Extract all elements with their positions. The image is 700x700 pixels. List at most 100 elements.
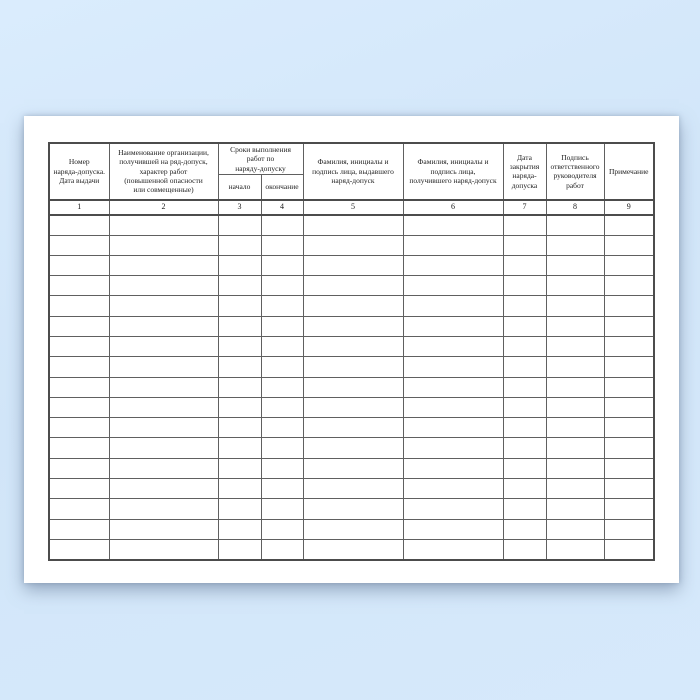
column-number-cell: 3 bbox=[217, 198, 262, 216]
empty-cell bbox=[302, 335, 404, 358]
empty-cell bbox=[48, 498, 110, 520]
empty-cell bbox=[402, 356, 504, 378]
empty-cell bbox=[302, 518, 404, 540]
empty-cell bbox=[217, 356, 262, 378]
col-header-supervisor-signature: Подпись ответственного руководителя рабо… bbox=[545, 142, 605, 201]
empty-cell bbox=[502, 335, 547, 358]
table-row bbox=[48, 376, 655, 398]
empty-cell bbox=[402, 295, 504, 317]
empty-cell bbox=[260, 214, 304, 236]
empty-cell bbox=[545, 498, 605, 520]
table-row bbox=[48, 356, 655, 378]
empty-cell bbox=[502, 254, 547, 277]
empty-cell bbox=[502, 275, 547, 297]
empty-cell bbox=[217, 214, 262, 236]
table-row bbox=[48, 437, 655, 459]
empty-cell bbox=[545, 335, 605, 358]
empty-cell bbox=[108, 417, 219, 439]
empty-cell bbox=[108, 437, 219, 459]
empty-cell bbox=[545, 356, 605, 378]
empty-cell bbox=[108, 295, 219, 317]
empty-cell bbox=[302, 295, 404, 317]
empty-cell bbox=[603, 275, 655, 297]
table-row bbox=[48, 335, 655, 358]
empty-cell bbox=[402, 498, 504, 520]
empty-cell bbox=[302, 214, 404, 236]
empty-cell bbox=[48, 335, 110, 358]
column-number-cell: 8 bbox=[545, 198, 605, 216]
empty-cell bbox=[545, 234, 605, 256]
empty-cell bbox=[302, 417, 404, 439]
empty-cell bbox=[502, 356, 547, 378]
empty-cell bbox=[302, 498, 404, 520]
empty-cell bbox=[402, 234, 504, 256]
empty-cell bbox=[48, 356, 110, 378]
empty-cell bbox=[502, 315, 547, 338]
empty-cell bbox=[402, 478, 504, 500]
empty-cell bbox=[402, 437, 504, 459]
empty-cell bbox=[48, 295, 110, 317]
empty-cell bbox=[48, 437, 110, 459]
empty-cell bbox=[260, 376, 304, 398]
empty-cell bbox=[108, 478, 219, 500]
col-header-work-dates-group: Сроки выполнения работ по наряду-допуску bbox=[217, 142, 304, 176]
empty-cell bbox=[260, 275, 304, 297]
empty-cell bbox=[603, 214, 655, 236]
column-number-cell: 6 bbox=[402, 198, 504, 216]
table-row bbox=[48, 214, 655, 236]
empty-cell bbox=[402, 315, 504, 338]
empty-cell bbox=[217, 396, 262, 419]
empty-cell bbox=[217, 335, 262, 358]
empty-cell bbox=[217, 518, 262, 540]
empty-cell bbox=[545, 315, 605, 338]
empty-cell bbox=[402, 376, 504, 398]
empty-cell bbox=[48, 396, 110, 419]
empty-cell bbox=[603, 295, 655, 317]
table-row bbox=[48, 457, 655, 480]
empty-cell bbox=[302, 478, 404, 500]
empty-cell bbox=[260, 396, 304, 419]
empty-cell bbox=[108, 518, 219, 540]
col-header-notes: Примечание bbox=[603, 142, 655, 201]
empty-cell bbox=[402, 335, 504, 358]
empty-cell bbox=[603, 335, 655, 358]
empty-cell bbox=[48, 275, 110, 297]
empty-cell bbox=[302, 315, 404, 338]
empty-cell bbox=[108, 356, 219, 378]
empty-cell bbox=[402, 518, 504, 540]
empty-cell bbox=[302, 356, 404, 378]
empty-cell bbox=[302, 538, 404, 561]
empty-cell bbox=[108, 254, 219, 277]
empty-cell bbox=[545, 538, 605, 561]
empty-cell bbox=[603, 437, 655, 459]
empty-cell bbox=[603, 417, 655, 439]
empty-cell bbox=[48, 214, 110, 236]
empty-cell bbox=[217, 376, 262, 398]
empty-cell bbox=[402, 538, 504, 561]
empty-cell bbox=[502, 214, 547, 236]
empty-cell bbox=[502, 417, 547, 439]
col-header-start: начало bbox=[217, 174, 262, 201]
empty-cell bbox=[217, 437, 262, 459]
empty-cell bbox=[217, 234, 262, 256]
empty-cell bbox=[302, 457, 404, 480]
table-row bbox=[48, 396, 655, 419]
table-row bbox=[48, 234, 655, 256]
empty-cell bbox=[260, 518, 304, 540]
empty-cell bbox=[502, 234, 547, 256]
empty-cell bbox=[545, 275, 605, 297]
col-header-closing-date: Дата закрытия наряда- допуска bbox=[502, 142, 547, 201]
column-number-cell: 2 bbox=[108, 198, 219, 216]
column-number-cell: 5 bbox=[302, 198, 404, 216]
empty-cell bbox=[48, 478, 110, 500]
empty-cell bbox=[48, 376, 110, 398]
empty-cell bbox=[545, 478, 605, 500]
empty-cell bbox=[48, 254, 110, 277]
empty-cell bbox=[48, 518, 110, 540]
table-row bbox=[48, 498, 655, 520]
permit-journal-table: Номер наряда-допуска. Дата выдачи Наимен… bbox=[48, 142, 655, 561]
empty-cell bbox=[603, 234, 655, 256]
empty-cell bbox=[302, 234, 404, 256]
empty-cell bbox=[302, 396, 404, 419]
